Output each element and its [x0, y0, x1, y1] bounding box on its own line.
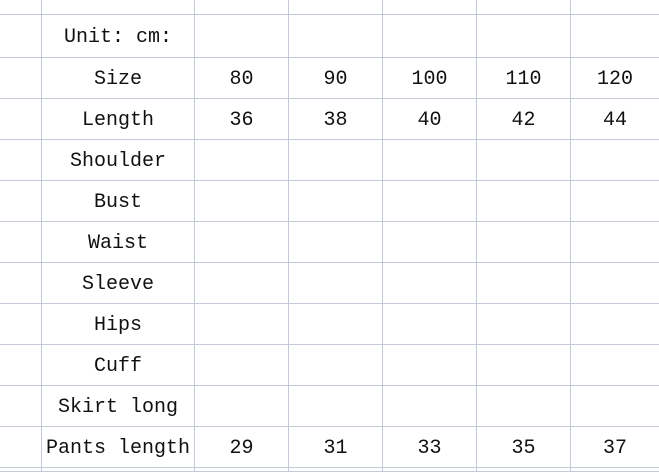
cell-r1-c0[interactable] [0, 15, 42, 58]
cell-r8-c1[interactable]: Hips [42, 304, 195, 345]
cell-r8-c3[interactable] [289, 304, 383, 345]
cell-r1-c6[interactable] [571, 15, 659, 58]
cell-r9-c3[interactable] [289, 345, 383, 386]
cell-r4-c1[interactable]: Shoulder [42, 140, 195, 181]
cell-r0-c1[interactable] [42, 0, 195, 15]
cell-r2-c3[interactable]: 90 [289, 58, 383, 99]
cell-r1-c5[interactable] [477, 15, 571, 58]
cell-r11-c4[interactable]: 33 [383, 427, 477, 468]
cell-r8-c4[interactable] [383, 304, 477, 345]
cell-r12-c1[interactable] [42, 468, 195, 472]
cell-r5-c3[interactable] [289, 181, 383, 222]
cell-r5-c2[interactable] [195, 181, 289, 222]
cell-r12-c0[interactable] [0, 468, 42, 472]
cell-r3-c5[interactable]: 42 [477, 99, 571, 140]
cell-r9-c5[interactable] [477, 345, 571, 386]
cell-r7-c5[interactable] [477, 263, 571, 304]
cell-r11-c5[interactable]: 35 [477, 427, 571, 468]
cell-r0-c6[interactable] [571, 0, 659, 15]
cell-r9-c2[interactable] [195, 345, 289, 386]
cell-r10-c2[interactable] [195, 386, 289, 427]
cell-r7-c6[interactable] [571, 263, 659, 304]
cell-r12-c2[interactable] [195, 468, 289, 472]
cell-r3-c1[interactable]: Length [42, 99, 195, 140]
cell-r12-c6[interactable] [571, 468, 659, 472]
cell-r12-c4[interactable] [383, 468, 477, 472]
cell-r8-c6[interactable] [571, 304, 659, 345]
cell-r0-c0[interactable] [0, 0, 42, 15]
cell-r2-c2[interactable]: 80 [195, 58, 289, 99]
cell-r9-c0[interactable] [0, 345, 42, 386]
cell-r6-c4[interactable] [383, 222, 477, 263]
cell-r10-c6[interactable] [571, 386, 659, 427]
cell-r0-c2[interactable] [195, 0, 289, 15]
cell-r8-c5[interactable] [477, 304, 571, 345]
cell-r5-c6[interactable] [571, 181, 659, 222]
cell-r11-c0[interactable] [0, 427, 42, 468]
cell-r2-c1[interactable]: Size [42, 58, 195, 99]
cell-r11-c2[interactable]: 29 [195, 427, 289, 468]
cell-r9-c4[interactable] [383, 345, 477, 386]
cell-r10-c3[interactable] [289, 386, 383, 427]
cell-r3-c6[interactable]: 44 [571, 99, 659, 140]
cell-r2-c0[interactable] [0, 58, 42, 99]
cell-r10-c1[interactable]: Skirt long [42, 386, 195, 427]
cell-r0-c3[interactable] [289, 0, 383, 15]
cell-r3-c2[interactable]: 36 [195, 99, 289, 140]
cell-r0-c5[interactable] [477, 0, 571, 15]
cell-r7-c1[interactable]: Sleeve [42, 263, 195, 304]
cell-r11-c6[interactable]: 37 [571, 427, 659, 468]
cell-r11-c3[interactable]: 31 [289, 427, 383, 468]
cell-r6-c1[interactable]: Waist [42, 222, 195, 263]
cell-r6-c2[interactable] [195, 222, 289, 263]
cell-r5-c5[interactable] [477, 181, 571, 222]
cell-r7-c3[interactable] [289, 263, 383, 304]
cell-r6-c6[interactable] [571, 222, 659, 263]
cell-r4-c4[interactable] [383, 140, 477, 181]
cell-r7-c4[interactable] [383, 263, 477, 304]
cell-r2-c5[interactable]: 110 [477, 58, 571, 99]
cell-r9-c6[interactable] [571, 345, 659, 386]
cell-r4-c6[interactable] [571, 140, 659, 181]
cell-r3-c3[interactable]: 38 [289, 99, 383, 140]
cell-r4-c3[interactable] [289, 140, 383, 181]
cell-r3-c4[interactable]: 40 [383, 99, 477, 140]
cell-r2-c6[interactable]: 120 [571, 58, 659, 99]
cell-r4-c0[interactable] [0, 140, 42, 181]
cell-r1-c3[interactable] [289, 15, 383, 58]
cell-r1-c2[interactable] [195, 15, 289, 58]
cell-r4-c5[interactable] [477, 140, 571, 181]
cell-r4-c2[interactable] [195, 140, 289, 181]
cell-r5-c4[interactable] [383, 181, 477, 222]
cell-r2-c4[interactable]: 100 [383, 58, 477, 99]
cell-r11-c1[interactable]: Pants length [42, 427, 195, 468]
cell-r12-c3[interactable] [289, 468, 383, 472]
cell-r6-c5[interactable] [477, 222, 571, 263]
cell-r10-c4[interactable] [383, 386, 477, 427]
cell-r7-c0[interactable] [0, 263, 42, 304]
cell-r1-c4[interactable] [383, 15, 477, 58]
cell-r0-c4[interactable] [383, 0, 477, 15]
cell-r10-c0[interactable] [0, 386, 42, 427]
cell-r9-c1[interactable]: Cuff [42, 345, 195, 386]
cell-r5-c0[interactable] [0, 181, 42, 222]
cell-r6-c0[interactable] [0, 222, 42, 263]
cell-r10-c5[interactable] [477, 386, 571, 427]
cell-r3-c0[interactable] [0, 99, 42, 140]
cell-r12-c5[interactable] [477, 468, 571, 472]
cell-r1-c1[interactable]: Unit: cm: [42, 15, 195, 58]
cell-r5-c1[interactable]: Bust [42, 181, 195, 222]
cell-r8-c0[interactable] [0, 304, 42, 345]
cell-r6-c3[interactable] [289, 222, 383, 263]
cell-r7-c2[interactable] [195, 263, 289, 304]
cell-r8-c2[interactable] [195, 304, 289, 345]
